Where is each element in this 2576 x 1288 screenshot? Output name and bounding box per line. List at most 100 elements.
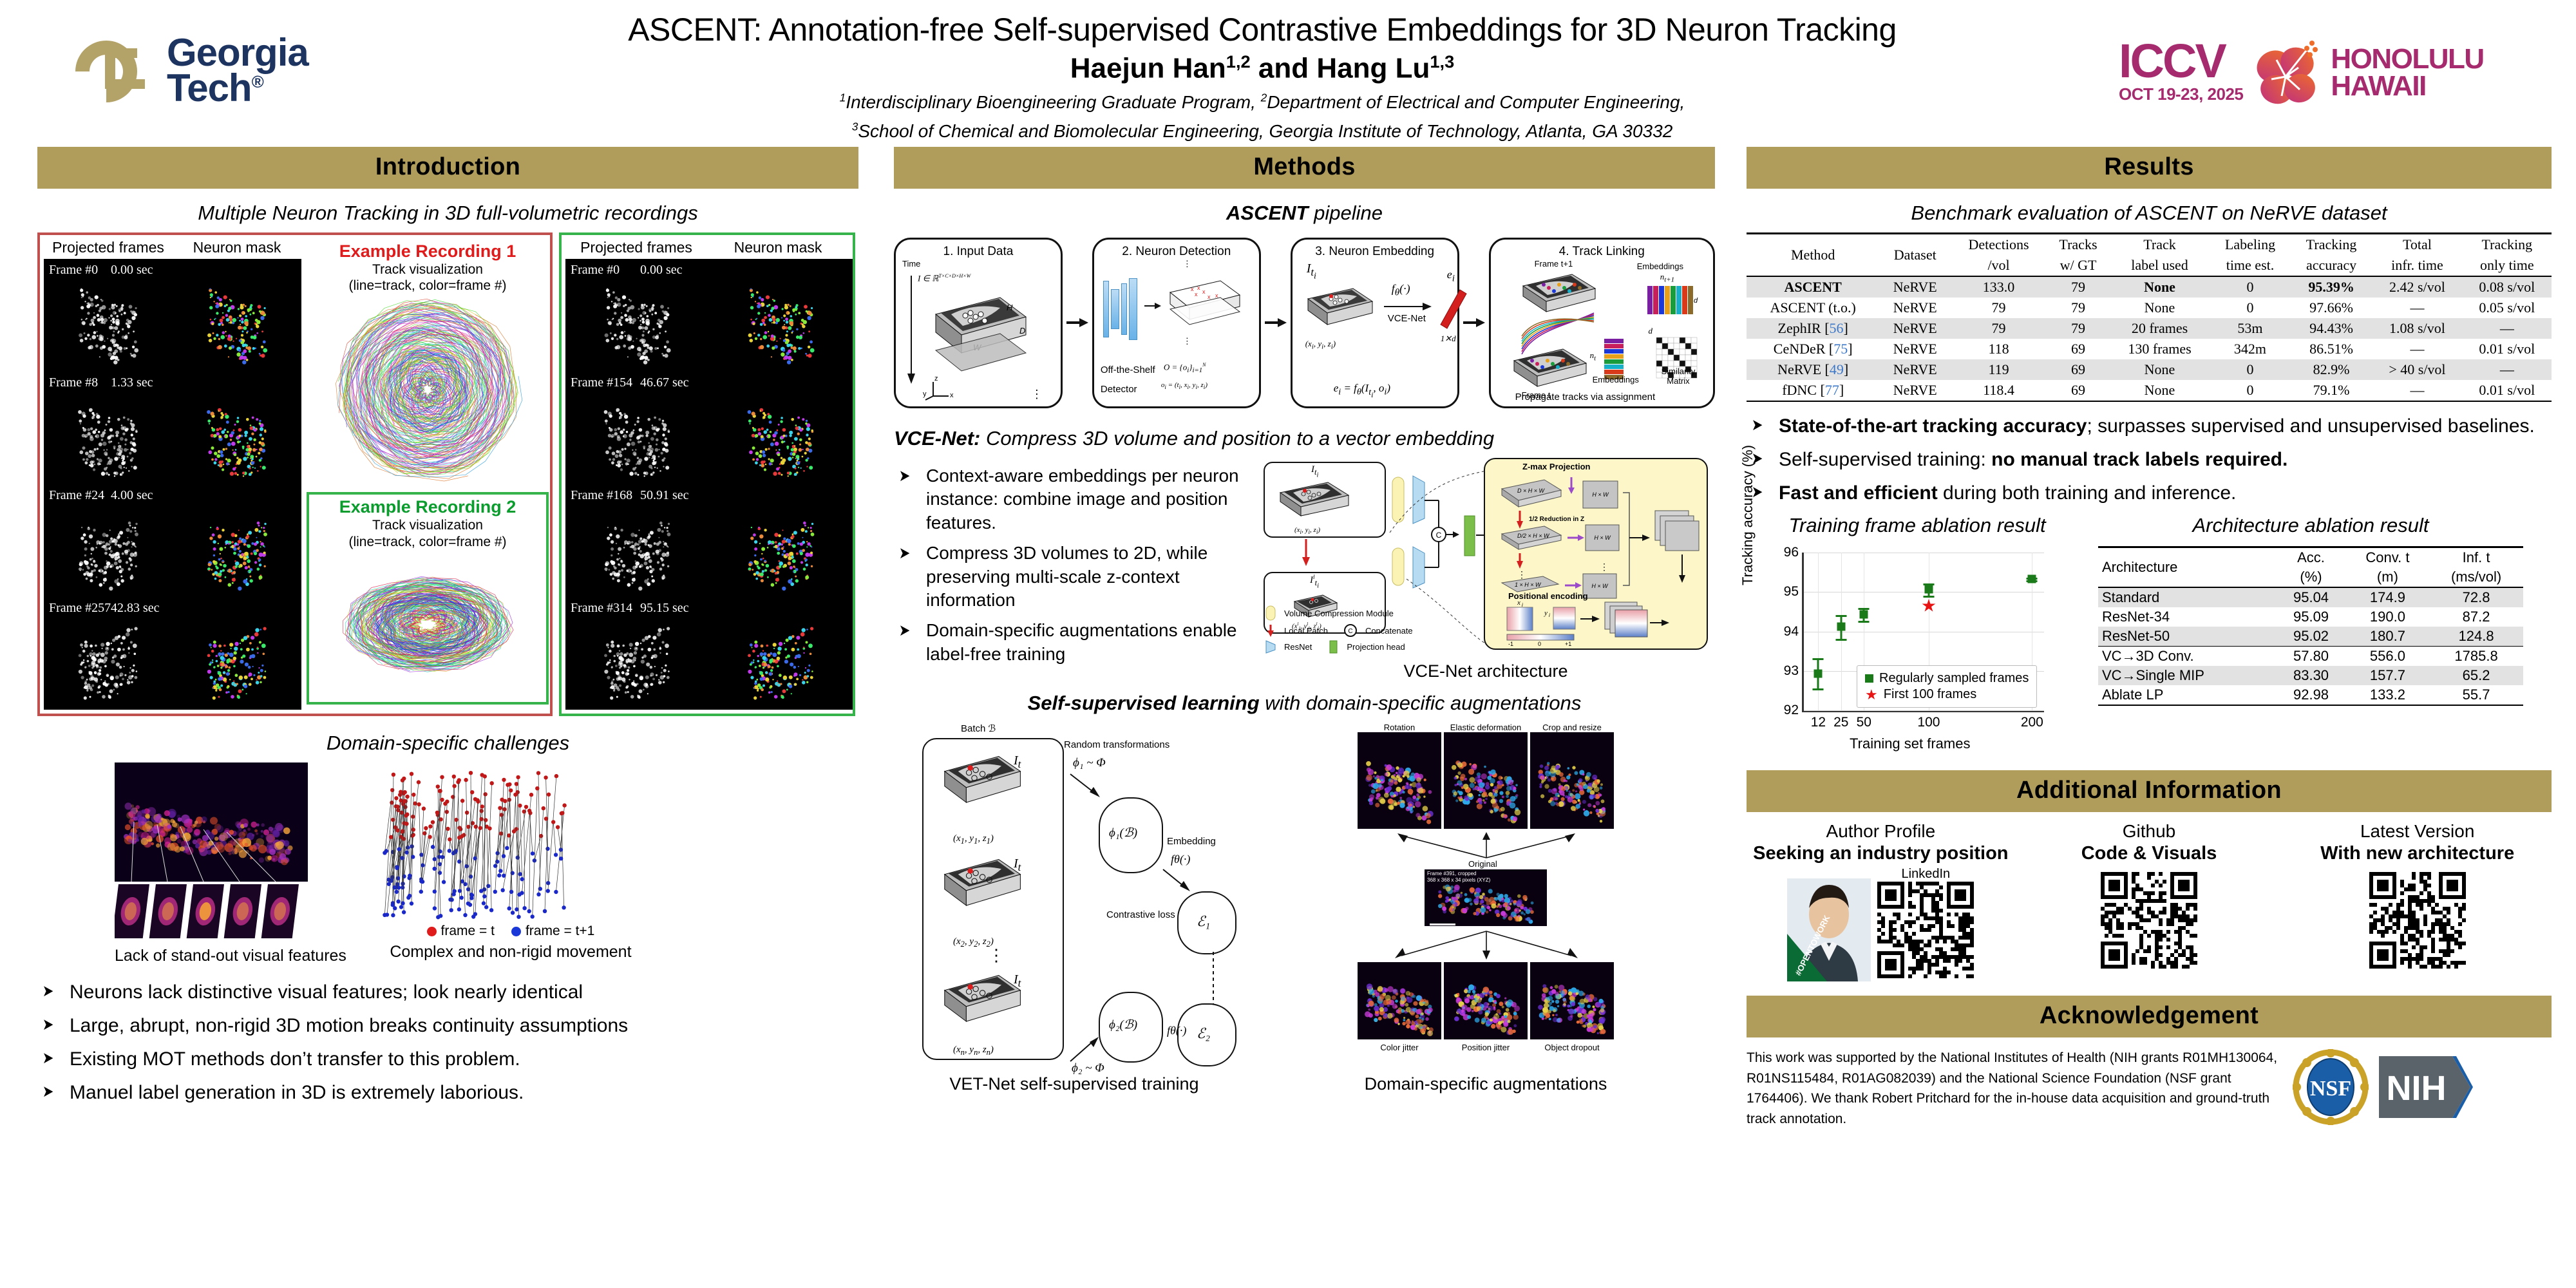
- arch-title: Architecture ablation result: [2192, 514, 2429, 536]
- benchmark-cell: 97.66%: [2309, 299, 2353, 316]
- augmentation-image: [1444, 962, 1528, 1043]
- chart-error-cap: [1835, 615, 1847, 618]
- frame-id-label: Frame #24: [49, 488, 105, 502]
- augmentation-label: Rotation: [1383, 723, 1416, 732]
- benchmark-cell: None: [2144, 299, 2175, 316]
- benchmark-col-header: Tracking: [2481, 236, 2533, 252]
- frame-id-label: Frame #154: [571, 375, 633, 390]
- table-row: Standard 95.04 174.9 72.8: [2098, 587, 2523, 607]
- svg-text:H: H: [1007, 303, 1013, 312]
- additional-info-item[interactable]: Github Code & Visuals: [2014, 821, 2284, 981]
- chart-y-tick: 96: [1783, 545, 1799, 560]
- ssl-phi2-node: [1099, 992, 1163, 1063]
- svg-text:0: 0: [1538, 641, 1541, 646]
- pipeline-step-title: 2. Neuron Detection: [1122, 244, 1231, 258]
- example-recording-2-sub2: (line=track, color=frame #): [348, 534, 507, 549]
- table-row: fDNC [77] NeRVE 118.4 69 None 0 79.1% — 0.01 s/v…: [1747, 380, 2552, 401]
- frame-time-label: 0.00 sec: [639, 263, 683, 277]
- arch-acc-cell: 95.02: [2293, 628, 2329, 644]
- chart-legend: Regularly sampled frames ★ First 100 frame…: [1857, 665, 2038, 708]
- example-recording-1-panel: Projected frames Neuron mask Frame #0 0.0…: [37, 232, 553, 716]
- benchmark-cell: NeRVE: [1893, 299, 1937, 316]
- example-recording-2-sub1: Track visualization: [372, 518, 483, 533]
- qr-code-github[interactable]: [2014, 872, 2284, 969]
- benchmark-method-cell: ASCENT (t.o.): [1770, 299, 1856, 316]
- arch-acc-cell: 57.80: [2293, 648, 2329, 664]
- benchmark-cell: 0.05 s/vol: [2479, 299, 2535, 316]
- hibiscus-flower-icon: [2248, 34, 2325, 111]
- table-row: ASCENT NeRVE 133.0 79 None 0 95.39% 2.42 s/vol 0…: [1747, 276, 2552, 298]
- chart-legend-item: ★ First 100 frames: [1865, 686, 1977, 703]
- svg-text:i: i: [1549, 612, 1550, 618]
- svg-text:x: x: [1202, 289, 1206, 295]
- pipeline-title-bold: ASCENT: [1226, 202, 1309, 224]
- chart-data-point: ★: [1920, 596, 1937, 616]
- linkedin-qr-block[interactable]: LinkedIn: [1877, 867, 1975, 981]
- benchmark-cell: NeRVE: [1879, 318, 1951, 339]
- benchmark-cell: 79: [1951, 318, 2047, 339]
- additional-info-item[interactable]: Author Profile Seeking an industry positi…: [1747, 821, 2015, 981]
- augmentation-image: [1530, 962, 1614, 1043]
- iccv-state: HAWAII: [2331, 70, 2427, 102]
- chart-data-point: [2027, 574, 2036, 583]
- affiliation-line-1: 1Interdisciplinary Bioengineering Gradua…: [839, 91, 1685, 112]
- ssl-label-transforms: Random transformations: [1064, 739, 1170, 750]
- arch-conv-cell: 556.0: [2369, 648, 2405, 664]
- architecture-table-body: Standard 95.04 174.9 72.8 ResNet-34 95.09 190.…: [2098, 587, 2523, 705]
- augmentation-image: [1444, 732, 1528, 832]
- pipeline-step-4: 4. Track Linking Frame t+1 Frame t Embeddin…: [1488, 237, 1715, 408]
- column-methods: Methods ASCENT pipeline 1. Input Data Tim…: [894, 147, 1715, 1094]
- benchmark-header-row-2: /vol w/ GT label used time est. accuracy infr…: [1747, 255, 2552, 276]
- iccv-logo: ICCV OCT 19-23, 2025 HO: [2119, 24, 2531, 121]
- benchmark-col-subheader: only time: [2479, 257, 2534, 273]
- benchmark-cell: NeRVE: [1879, 359, 1951, 380]
- example-recording-1-sub1: Track visualization: [372, 262, 483, 277]
- results-bullet: Fast and efficient during both training …: [1747, 480, 2552, 506]
- arch-name-cell: Standard: [2102, 589, 2160, 605]
- benchmark-cell: 0.01 s/vol: [2479, 382, 2535, 398]
- pipeline-step-title: 3. Neuron Embedding: [1315, 244, 1435, 258]
- arch-inf-cell: 72.8: [2462, 589, 2490, 605]
- qr-code-linkedin[interactable]: [1877, 882, 1975, 981]
- chart-error-cap: [1923, 583, 1935, 586]
- svg-text:D: D: [1019, 326, 1025, 336]
- additional-item-title: Github: [2122, 821, 2176, 841]
- ssl-caption: VET-Net self-supervised training: [949, 1074, 1199, 1094]
- benchmark-cell: 130 frames: [2128, 341, 2192, 357]
- neuron-intensity-image: [115, 762, 308, 882]
- chart-y-tick: 95: [1783, 584, 1799, 600]
- recording-2-track-visualization: [312, 549, 544, 699]
- augmentation-top-item: Crop and resize: [1530, 723, 1614, 832]
- additional-item-subtitle: Seeking an industry position: [1753, 843, 2009, 864]
- pipeline-label-embeddings-top: Embeddings: [1636, 261, 1683, 271]
- iccv-text-block: ICCV OCT 19-23, 2025: [2119, 37, 2244, 104]
- panel-header-projected-2: Projected frames: [580, 239, 692, 256]
- benchmark-cell: 2.42 s/vol: [2372, 276, 2463, 298]
- benchmark-cell: > 40 s/vol: [2372, 359, 2463, 380]
- benchmark-cell: —: [2410, 341, 2425, 357]
- pipeline-label-propagate: Propagate tracks via assignment: [1515, 391, 1656, 402]
- svg-text:d: d: [1694, 297, 1698, 305]
- vce-architecture-figure: Iti(xi, yi, zi)Ilti(xli, yli, zli)CeiVol…: [1264, 458, 1708, 681]
- title-block: ASCENT: Annotation-free Self-supervised …: [412, 12, 2112, 144]
- benchmark-method-cell: fDNC [77]: [1782, 382, 1844, 398]
- ssl-title: Self-supervised learning with domain-spe…: [894, 692, 1715, 715]
- arch-inf-cell: 1785.8: [2454, 648, 2498, 664]
- benchmark-col-header: Method: [1790, 247, 1835, 263]
- legend-dot-frame-t: [426, 926, 437, 936]
- benchmark-cell: 94.43%: [2290, 318, 2372, 339]
- additional-info-item[interactable]: Latest Version With new architecture: [2283, 821, 2552, 981]
- vce-legend-resnet: ResNet: [1284, 641, 1312, 652]
- qr-code-latest-version[interactable]: [2283, 872, 2552, 969]
- chart-plot-area: 92 93 94 95 96 12 25 50 100 200 ★ Regularly sampled…: [1784, 545, 2044, 730]
- benchmark-cell: 79: [1991, 299, 2006, 316]
- benchmark-cell: None: [2144, 382, 2175, 398]
- pipeline-step-title: 1. Input Data: [943, 244, 1014, 258]
- frame-time-label: 42.83 sec: [111, 601, 160, 615]
- benchmark-cell: 95.39%: [2290, 276, 2372, 298]
- benchmark-cell: 82.9%: [2290, 359, 2372, 380]
- svg-text:H × W: H × W: [1591, 583, 1609, 589]
- vce-bullets: Context-aware embeddings per neuron inst…: [894, 464, 1255, 681]
- svg-text:H × W: H × W: [1592, 491, 1609, 498]
- chart-y-tick: 94: [1783, 623, 1799, 639]
